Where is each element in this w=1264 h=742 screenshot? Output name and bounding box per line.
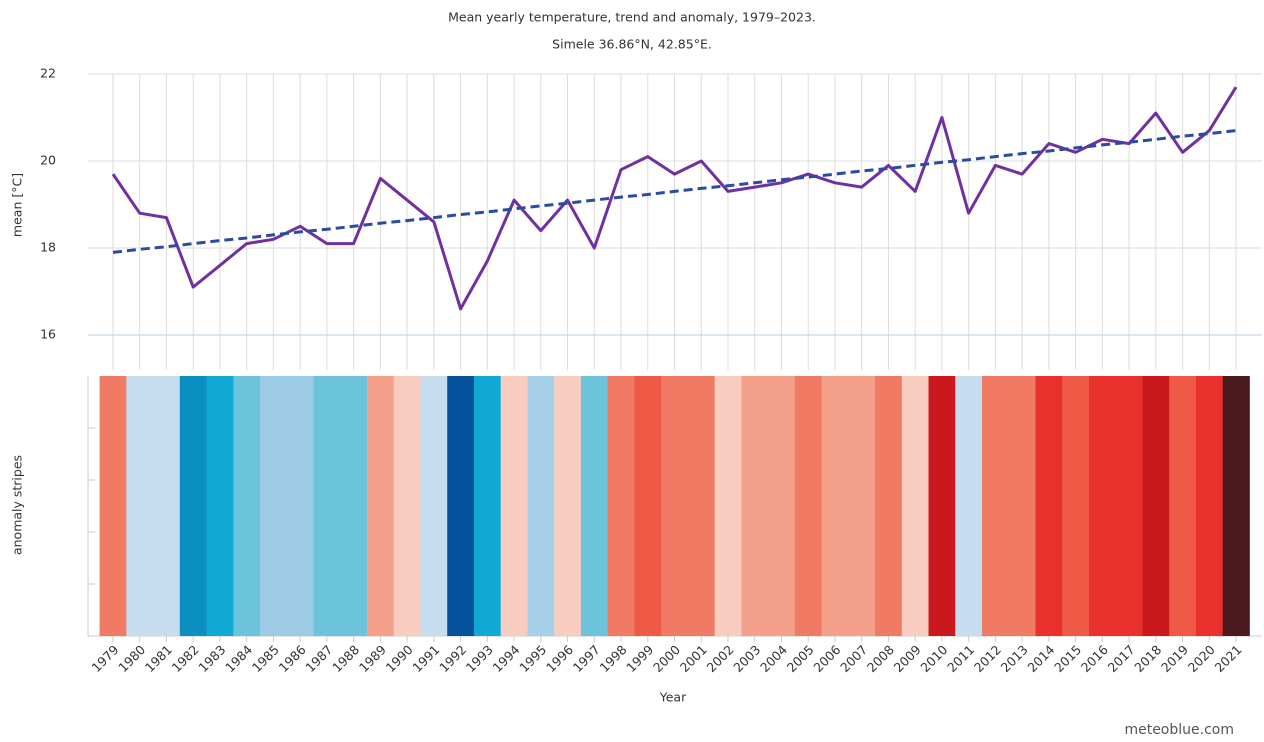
anomaly-stripe xyxy=(1088,376,1117,636)
x-tick-label: 1988 xyxy=(329,642,362,675)
x-tick-label: 2001 xyxy=(677,642,710,675)
x-tick-label: 1995 xyxy=(516,642,549,675)
anomaly-stripe xyxy=(794,376,822,636)
x-tick-label: 2012 xyxy=(971,642,1004,675)
x-tick-label: 2013 xyxy=(998,642,1031,675)
anomaly-stripe xyxy=(260,376,288,636)
x-tick-label: 1979 xyxy=(88,642,121,675)
x-tick-label: 2002 xyxy=(703,642,736,675)
x-tick-label: 2009 xyxy=(891,642,924,675)
anomaly-stripe xyxy=(1062,376,1090,636)
y-tick-label: 20 xyxy=(40,153,56,168)
stripes-axis-label: anomaly stripes xyxy=(10,455,25,555)
anomaly-stripe xyxy=(928,376,956,636)
x-tick-label: 1994 xyxy=(490,642,523,675)
x-tick-label: 1996 xyxy=(543,642,576,675)
chart-title: Mean yearly temperature, trend and anoma… xyxy=(448,10,816,25)
x-tick-label: 1980 xyxy=(115,642,148,675)
anomaly-stripe xyxy=(982,376,1010,636)
anomaly-stripe xyxy=(233,376,261,636)
x-tick-label: 1986 xyxy=(276,642,309,675)
x-tick-label: 2015 xyxy=(1051,642,1084,675)
x-tick-label: 2005 xyxy=(784,642,817,675)
anomaly-stripe xyxy=(901,376,929,636)
anomaly-stripe xyxy=(126,376,154,636)
anomaly-stripe xyxy=(500,376,528,636)
anomaly-stripe xyxy=(527,376,555,636)
x-tick-label: 1997 xyxy=(570,642,603,675)
anomaly-stripe xyxy=(179,376,207,636)
anomaly-stripe xyxy=(313,376,341,636)
anomaly-stripe xyxy=(580,376,609,636)
anomaly-stripe xyxy=(420,376,448,636)
x-tick-label: 1989 xyxy=(356,642,389,675)
x-tick-label: 2016 xyxy=(1078,642,1111,675)
x-tick-label: 1998 xyxy=(597,642,630,675)
anomaly-stripe xyxy=(447,376,475,636)
x-tick-label: 2017 xyxy=(1105,642,1138,675)
anomaly-stripe xyxy=(1035,376,1063,636)
anomaly-stripe xyxy=(714,376,742,636)
anomaly-stripe xyxy=(393,376,421,636)
anomaly-stripe xyxy=(1115,376,1143,636)
temperature-line xyxy=(111,86,1238,311)
anomaly-stripe xyxy=(206,376,234,636)
trend-line xyxy=(112,129,1237,254)
x-tick-label: 1987 xyxy=(302,642,335,675)
x-tick-label: 2011 xyxy=(944,642,977,675)
x-tick-label: 1993 xyxy=(463,642,496,675)
x-tick-label: 1992 xyxy=(436,642,469,675)
x-tick-label: 2000 xyxy=(650,642,683,675)
anomaly-stripe xyxy=(99,376,127,636)
x-tick-label: 2007 xyxy=(837,642,870,675)
anomaly-stripe xyxy=(1169,376,1197,636)
anomaly-stripe xyxy=(768,376,796,636)
anomaly-stripe xyxy=(821,376,849,636)
anomaly-stripe xyxy=(153,376,181,636)
credit: meteoblue.com xyxy=(1124,722,1234,738)
x-tick-label: 1991 xyxy=(409,642,442,675)
anomaly-stripe xyxy=(1195,376,1224,636)
x-tick-label: 1982 xyxy=(169,642,202,675)
x-tick-label: 1999 xyxy=(623,642,656,675)
x-tick-label: 2021 xyxy=(1212,642,1245,675)
x-tick-label: 2008 xyxy=(864,642,897,675)
anomaly-stripe xyxy=(340,376,368,636)
anomaly-stripe xyxy=(1008,376,1036,636)
y-tick-label: 22 xyxy=(40,66,56,81)
anomaly-stripe xyxy=(367,376,395,636)
anomaly-stripe xyxy=(661,376,689,636)
anomaly-stripe xyxy=(554,376,582,636)
x-tick-label: 1981 xyxy=(142,642,175,675)
anomaly-stripe xyxy=(955,376,983,636)
x-tick-label: 2004 xyxy=(757,642,790,675)
x-tick-label: 2006 xyxy=(810,642,843,675)
x-tick-label: 1983 xyxy=(195,642,228,675)
x-tick-label: 2018 xyxy=(1131,642,1164,675)
y-tick-label: 18 xyxy=(40,240,56,255)
x-tick-label: 1990 xyxy=(383,642,416,675)
anomaly-stripe xyxy=(286,376,314,636)
x-axis-label: Year xyxy=(659,690,687,705)
anomaly-stripe xyxy=(875,376,903,636)
y-axis-label: mean [°C] xyxy=(10,173,25,237)
anomaly-stripe xyxy=(1222,376,1250,636)
anomaly-stripe xyxy=(741,376,769,636)
x-tick-label: 1984 xyxy=(222,642,255,675)
x-tick-label: 2020 xyxy=(1185,642,1218,675)
x-tick-label: 2003 xyxy=(730,642,763,675)
chart-subtitle: Simele 36.86°N, 42.85°E. xyxy=(552,37,712,52)
anomaly-stripe xyxy=(848,376,876,636)
anomaly-stripe xyxy=(687,376,716,636)
anomaly-stripe xyxy=(1142,376,1170,636)
anomaly-stripe xyxy=(607,376,635,636)
x-tick-label: 2014 xyxy=(1024,642,1057,675)
anomaly-stripe xyxy=(634,376,662,636)
anomaly-stripe xyxy=(473,376,502,636)
y-tick-label: 16 xyxy=(40,327,56,342)
x-tick-label: 2019 xyxy=(1158,642,1191,675)
x-tick-label: 2010 xyxy=(917,642,950,675)
x-tick-label: 1985 xyxy=(249,642,282,675)
